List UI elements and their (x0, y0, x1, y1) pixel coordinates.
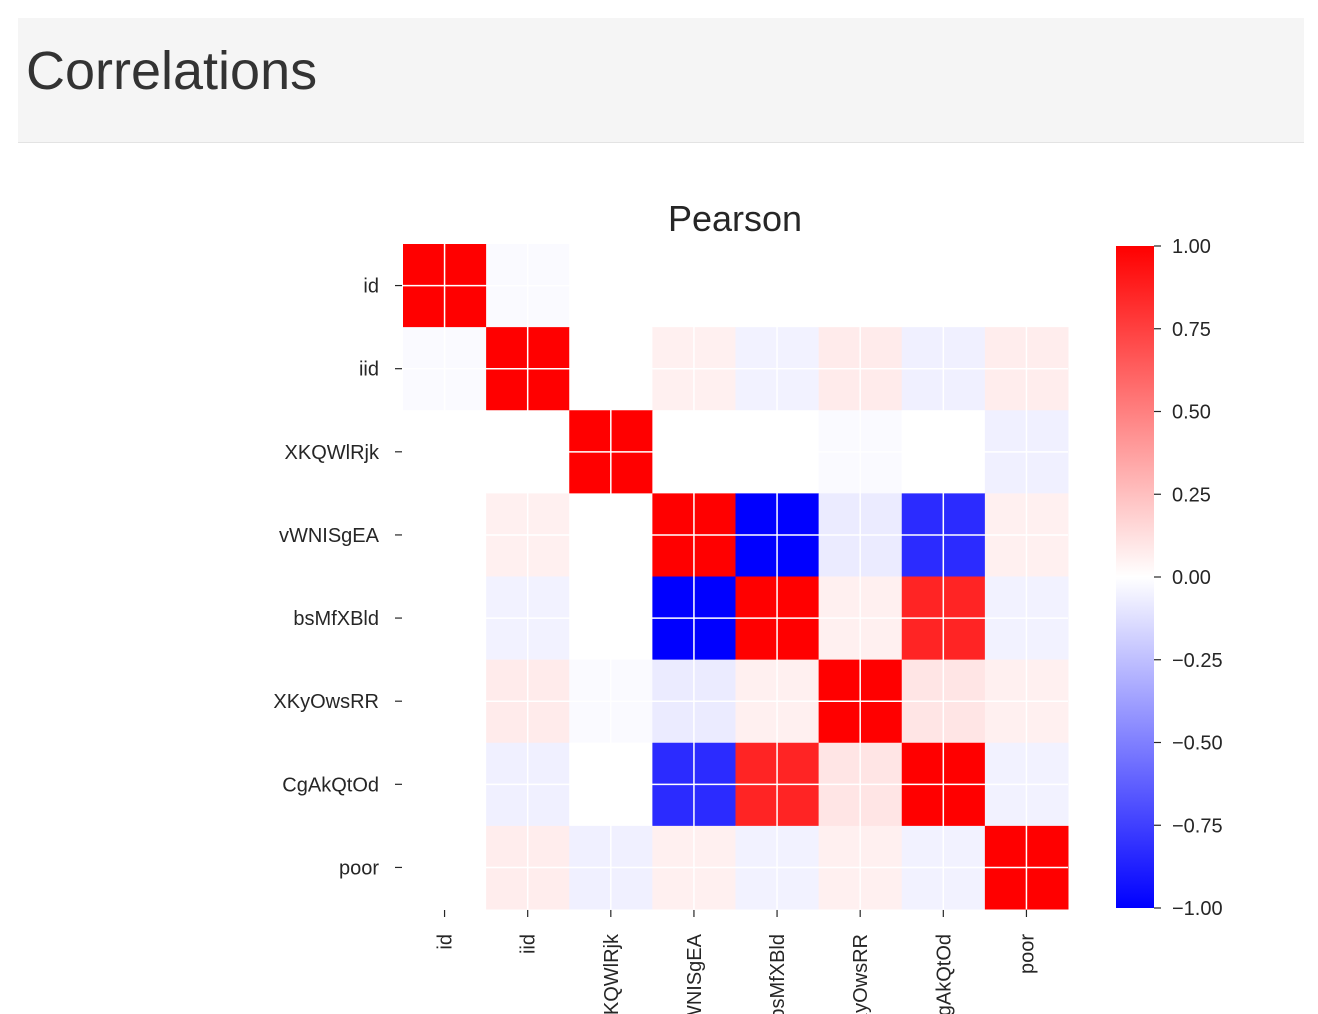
chart-title: Pearson (668, 198, 802, 239)
colorbar-tick-label: 0.00 (1172, 567, 1211, 589)
colorbar-tick-label: −1.00 (1172, 898, 1223, 920)
y-tick-label: poor (339, 857, 379, 879)
page-header: Correlations (18, 18, 1304, 143)
x-tick-label: id (435, 934, 457, 950)
y-tick-label: bsMfXBld (293, 608, 379, 630)
x-tick-label: bsMfXBld (767, 934, 789, 1014)
y-tick-label: XKyOwsRR (273, 691, 379, 713)
y-tick-label: XKQWlRjk (285, 442, 380, 464)
y-tick-label: CgAkQtOd (282, 774, 379, 796)
y-tick-label: iid (359, 359, 379, 381)
x-tick-label: poor (1016, 934, 1038, 974)
y-tick-label: id (363, 276, 379, 298)
colorbar-tick-label: 0.25 (1172, 484, 1211, 506)
y-tick-label: vWNISgEA (279, 525, 380, 547)
colorbar-tick-label: −0.50 (1172, 733, 1223, 755)
x-tick-label: XKQWlRjk (601, 933, 623, 1014)
colorbar-tick-label: 0.75 (1172, 319, 1211, 341)
x-tick-label: iid (518, 934, 540, 954)
x-tick-label: CgAkQtOd (933, 934, 955, 1014)
x-tick-label: XKyOwsRR (850, 934, 872, 1014)
colorbar-tick-label: 0.50 (1172, 402, 1211, 424)
colorbar-tick-label: 1.00 (1172, 236, 1211, 258)
colorbar-tick-label: −0.75 (1172, 815, 1223, 837)
x-tick-label: vWNISgEA (684, 933, 706, 1014)
colorbar (1116, 246, 1154, 908)
colorbar-tick-label: −0.25 (1172, 650, 1223, 672)
page-title: Correlations (26, 41, 318, 101)
